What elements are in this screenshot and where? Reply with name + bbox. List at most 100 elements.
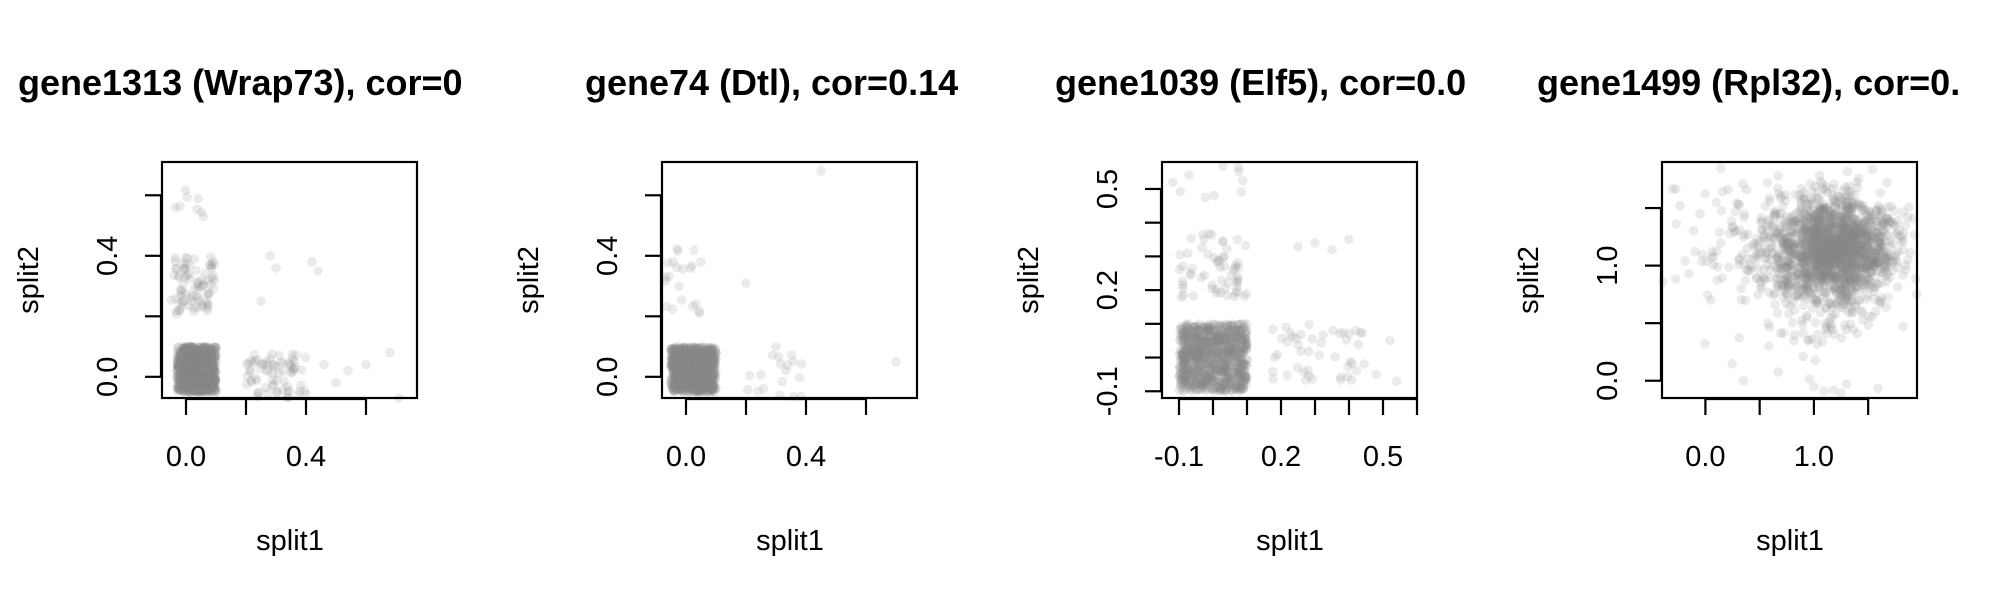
data-point — [176, 374, 187, 385]
data-point — [176, 373, 187, 383]
data-point — [1740, 275, 1750, 286]
data-point — [193, 366, 203, 377]
data-point — [681, 343, 692, 354]
data-point — [199, 363, 209, 373]
data-point — [192, 278, 203, 289]
data-point — [1181, 328, 1192, 338]
data-point — [181, 288, 191, 299]
data-point — [195, 363, 206, 374]
data-point — [687, 361, 697, 371]
data-point — [201, 379, 212, 390]
data-point — [205, 354, 215, 365]
data-point — [691, 382, 702, 393]
data-point — [283, 387, 293, 397]
data-point — [198, 366, 208, 377]
x-tick-label: 0.4 — [786, 441, 826, 473]
data-point — [697, 384, 708, 395]
data-point — [206, 376, 216, 387]
data-point — [666, 345, 676, 355]
data-point — [197, 302, 207, 312]
data-point — [319, 359, 329, 370]
data-point — [173, 347, 184, 358]
data-point — [204, 353, 215, 363]
data-point — [191, 346, 201, 357]
data-point — [185, 354, 195, 365]
data-point — [1753, 263, 1763, 274]
data-point — [187, 383, 198, 394]
data-point — [192, 386, 202, 397]
data-point — [667, 344, 678, 354]
data-point — [192, 377, 202, 388]
data-point — [679, 361, 689, 371]
data-point — [196, 346, 207, 356]
data-point — [192, 302, 202, 312]
data-point — [1220, 333, 1230, 343]
data-point — [177, 375, 188, 385]
data-point — [678, 353, 688, 363]
data-point — [177, 367, 187, 377]
data-point — [187, 383, 198, 394]
data-point — [710, 375, 720, 386]
data-point — [210, 346, 221, 356]
data-point — [188, 355, 198, 366]
data-point — [675, 344, 685, 355]
data-point — [195, 374, 205, 385]
data-point — [1881, 276, 1892, 287]
data-point — [710, 382, 720, 393]
data-point — [193, 285, 203, 295]
data-point — [676, 356, 687, 367]
data-point — [179, 378, 190, 388]
data-point — [700, 376, 711, 386]
data-point — [1882, 177, 1892, 188]
data-point — [698, 372, 709, 382]
data-point — [210, 380, 220, 391]
data-point — [206, 359, 216, 370]
data-point — [1828, 285, 1839, 296]
data-point — [669, 381, 679, 392]
data-point — [190, 364, 201, 374]
data-point — [196, 369, 206, 380]
data-point — [196, 357, 206, 368]
data-point — [172, 372, 183, 382]
data-point — [699, 374, 709, 384]
data-point — [301, 389, 311, 400]
data-point — [209, 362, 219, 372]
data-point — [177, 301, 187, 312]
data-point — [182, 362, 193, 373]
data-point — [185, 379, 196, 390]
data-point — [186, 347, 197, 358]
data-point — [199, 378, 210, 388]
data-point — [172, 357, 183, 367]
data-point — [703, 352, 714, 363]
data-point — [688, 374, 699, 384]
data-point — [672, 378, 683, 389]
data-point — [210, 366, 221, 376]
data-point — [203, 355, 214, 365]
data-point — [202, 303, 213, 313]
data-point — [193, 351, 204, 361]
data-point — [710, 358, 720, 368]
data-point — [181, 345, 192, 356]
data-point — [202, 365, 213, 376]
data-point — [197, 369, 207, 379]
data-point — [191, 357, 201, 368]
data-point — [685, 350, 696, 361]
data-point — [186, 342, 196, 353]
data-point — [1197, 229, 1208, 240]
data-point — [702, 358, 712, 369]
data-point — [705, 373, 715, 383]
data-point — [205, 351, 216, 362]
data-point — [1882, 252, 1893, 262]
data-point — [179, 370, 190, 381]
data-point — [741, 278, 751, 288]
data-point — [243, 358, 254, 368]
data-point — [175, 349, 186, 359]
data-point — [181, 367, 192, 378]
data-point — [693, 347, 703, 357]
data-point — [692, 386, 703, 397]
data-point — [180, 346, 190, 356]
data-point — [680, 372, 690, 382]
data-point — [704, 357, 714, 368]
data-point — [201, 342, 212, 353]
data-point — [194, 354, 205, 364]
